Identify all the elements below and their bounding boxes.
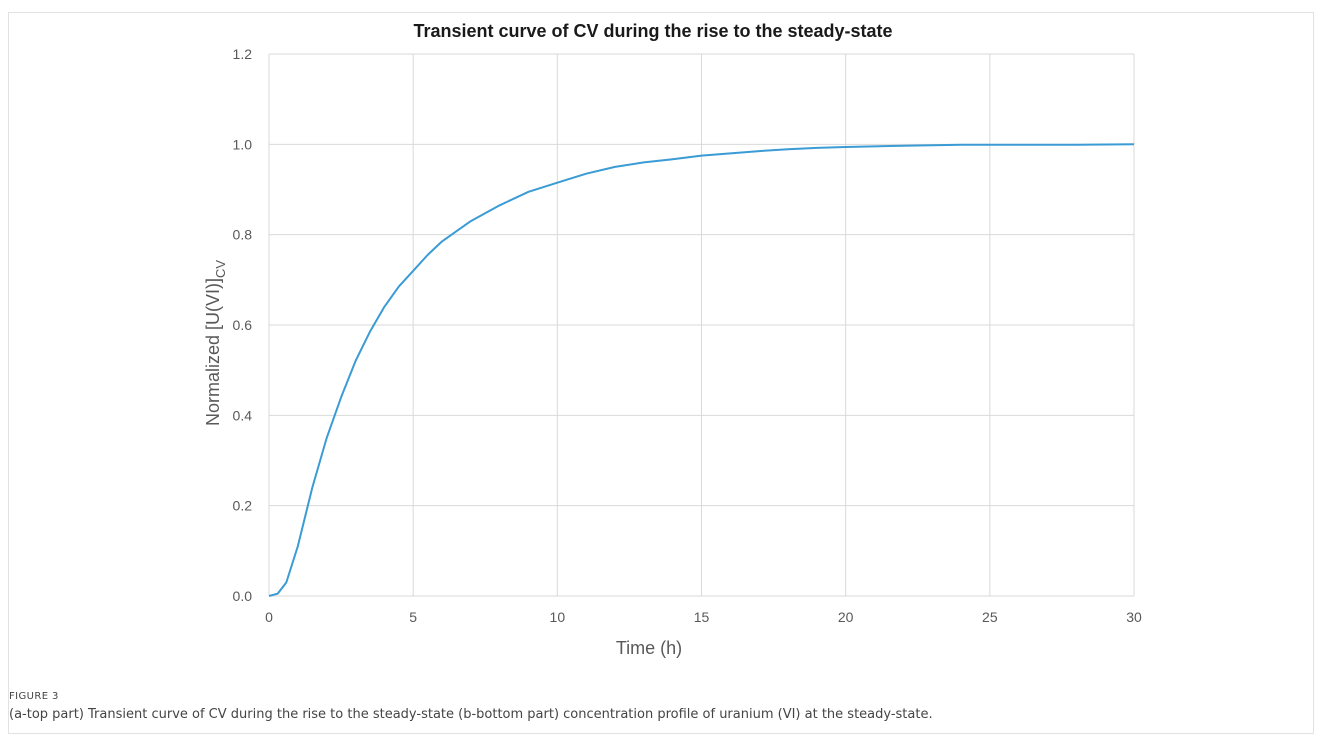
y-tick-label: 0.6: [233, 317, 253, 333]
series-layer: [268, 143, 1135, 597]
y-axis-label-subscript: CV: [213, 260, 228, 278]
chart-title: Transient curve of CV during the rise to…: [413, 21, 892, 41]
y-tick-label: 1.0: [233, 136, 253, 152]
y-axis-label: Normalized [U(VI)]CV: [203, 260, 228, 426]
y-tick-labels: 0.0 0.2 0.4 0.6 0.8 1.0 1.2: [233, 46, 253, 604]
figure-frame: Transient curve of CV during the rise to…: [8, 12, 1314, 734]
x-tick-label: 15: [694, 609, 710, 625]
y-tick-label: 0.0: [233, 588, 253, 604]
x-tick-label: 30: [1126, 609, 1142, 625]
x-tick-label: 10: [550, 609, 566, 625]
series-line: [268, 143, 1135, 597]
x-tick-label: 25: [982, 609, 998, 625]
x-axis-label: Time (h): [616, 638, 682, 658]
figure-label: FIGURE 3: [9, 691, 59, 702]
y-axis-label-main: Normalized [U(VI)]: [203, 278, 223, 426]
x-tick-label: 0: [265, 609, 273, 625]
y-tick-label: 0.2: [233, 498, 253, 514]
x-tick-label: 5: [409, 609, 417, 625]
x-tick-label: 20: [838, 609, 854, 625]
figure-caption: (a-top part) Transient curve of CV durin…: [9, 707, 933, 722]
x-tick-labels: 0 5 10 15 20 25 30: [265, 609, 1142, 625]
y-tick-label: 0.4: [233, 407, 253, 423]
y-tick-label: 0.8: [233, 227, 253, 243]
chart: Transient curve of CV during the rise to…: [203, 21, 1142, 658]
grid: [268, 53, 1135, 597]
y-tick-label: 1.2: [233, 46, 253, 62]
